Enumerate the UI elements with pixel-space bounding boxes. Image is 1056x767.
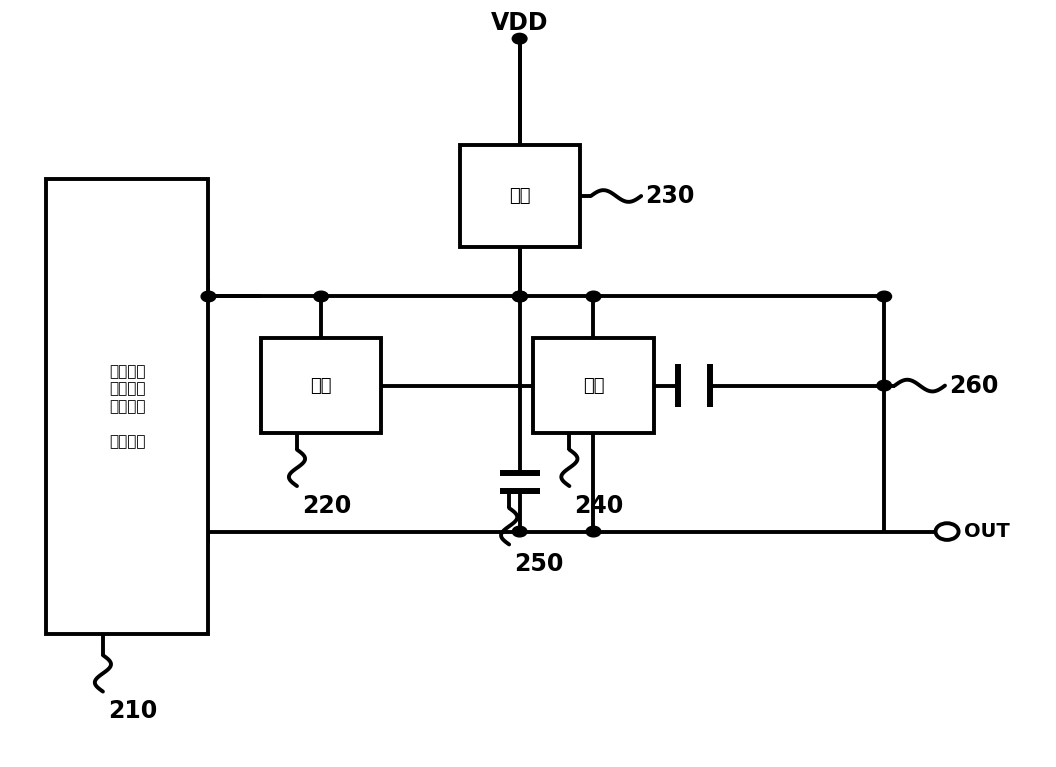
- Circle shape: [512, 291, 527, 301]
- Text: 220: 220: [302, 494, 352, 518]
- Circle shape: [586, 526, 601, 537]
- Text: 高通: 高通: [509, 187, 531, 205]
- Text: 250: 250: [514, 552, 564, 576]
- Text: 低通: 低通: [310, 377, 332, 394]
- Circle shape: [586, 291, 601, 301]
- Bar: [533, 338, 654, 433]
- Text: 210: 210: [108, 700, 157, 723]
- Circle shape: [201, 291, 215, 301]
- Bar: [46, 179, 208, 634]
- Circle shape: [876, 291, 891, 301]
- Text: VDD: VDD: [491, 11, 548, 35]
- Bar: [460, 145, 581, 247]
- Text: 温度、工
艺补偿控
压、幅度

电流输出: 温度、工 艺补偿控 压、幅度 电流输出: [109, 364, 146, 449]
- Circle shape: [512, 526, 527, 537]
- Text: 230: 230: [645, 184, 695, 208]
- Circle shape: [876, 380, 891, 391]
- Text: 240: 240: [574, 494, 624, 518]
- Circle shape: [512, 33, 527, 44]
- Text: 低通: 低通: [583, 377, 604, 394]
- Text: 260: 260: [949, 374, 999, 397]
- Circle shape: [314, 291, 328, 301]
- Bar: [261, 338, 381, 433]
- Circle shape: [513, 291, 528, 301]
- Text: OUT: OUT: [964, 522, 1010, 541]
